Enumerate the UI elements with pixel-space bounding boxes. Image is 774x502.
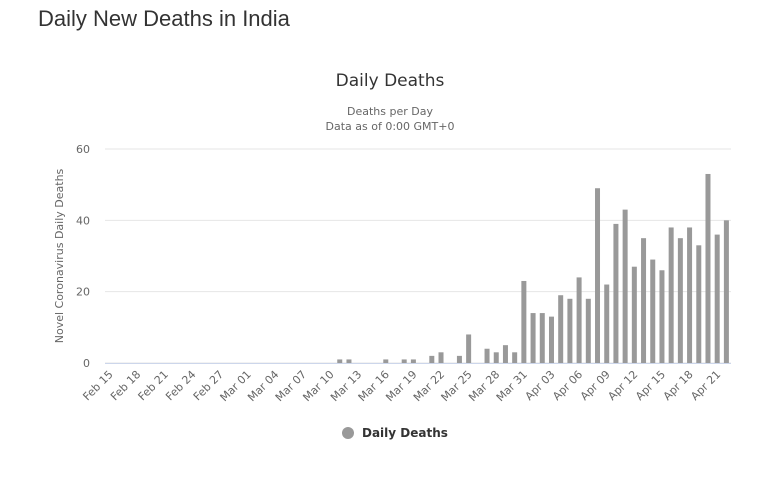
x-tick-label: Feb 24: [163, 368, 198, 403]
bar: [696, 245, 702, 363]
bar: [558, 295, 564, 363]
bar: [723, 220, 729, 363]
bar: [714, 234, 720, 363]
bar: [410, 359, 416, 363]
bar: [576, 277, 582, 363]
bar: [650, 259, 656, 363]
bar: [622, 209, 628, 363]
y-tick-label: 40: [76, 214, 90, 227]
bar: [456, 355, 462, 363]
y-tick-label: 0: [83, 357, 90, 370]
x-tick-label: Mar 31: [494, 368, 530, 404]
bar: [401, 359, 407, 363]
bar: [668, 227, 674, 363]
bar: [438, 352, 444, 363]
y-tick-label: 60: [76, 143, 90, 156]
bar: [631, 266, 637, 363]
page-title: Daily New Deaths in India: [38, 6, 290, 31]
bar: [604, 284, 610, 363]
bar: [530, 313, 536, 363]
bar: [521, 280, 527, 363]
bar: [346, 359, 352, 363]
bar: [429, 355, 435, 363]
bar: [512, 352, 518, 363]
bar: [613, 223, 619, 363]
bar: [548, 316, 554, 363]
bar: [539, 313, 545, 363]
x-tick-label: Feb 18: [108, 368, 143, 403]
bar: [337, 359, 343, 363]
y-axis-label: Novel Coronavirus Daily Deaths: [53, 168, 66, 343]
bar: [677, 238, 683, 363]
bar: [585, 298, 591, 363]
x-tick-label: Apr 03: [523, 368, 558, 403]
bar: [705, 173, 711, 363]
legend-symbol: [342, 427, 354, 439]
y-tick-label: 20: [76, 286, 90, 299]
chart-subtitle: Deaths per Day: [347, 105, 433, 118]
bar: [493, 352, 499, 363]
x-tick-label: Apr 15: [633, 368, 668, 403]
legend-label: Daily Deaths: [362, 426, 448, 440]
x-tick-label: Apr 21: [688, 368, 723, 403]
x-tick-label: Apr 18: [661, 368, 696, 403]
chart-title: Daily Deaths: [336, 71, 445, 91]
bar: [641, 238, 647, 363]
bar: [484, 348, 490, 363]
bar: [567, 298, 573, 363]
bar: [659, 270, 665, 363]
bar: [595, 188, 601, 363]
x-tick-label: Apr 09: [578, 368, 613, 403]
bar: [502, 345, 508, 363]
x-tick-label: Apr 12: [605, 368, 640, 403]
x-tick-label: Apr 06: [550, 368, 585, 403]
x-tick-label: Feb 21: [136, 368, 171, 403]
bar: [466, 334, 472, 363]
x-tick-label: Feb 15: [80, 368, 115, 403]
bar: [383, 359, 389, 363]
chart-subtitle: Data as of 0:00 GMT+0: [326, 120, 455, 133]
bar: [687, 227, 693, 363]
